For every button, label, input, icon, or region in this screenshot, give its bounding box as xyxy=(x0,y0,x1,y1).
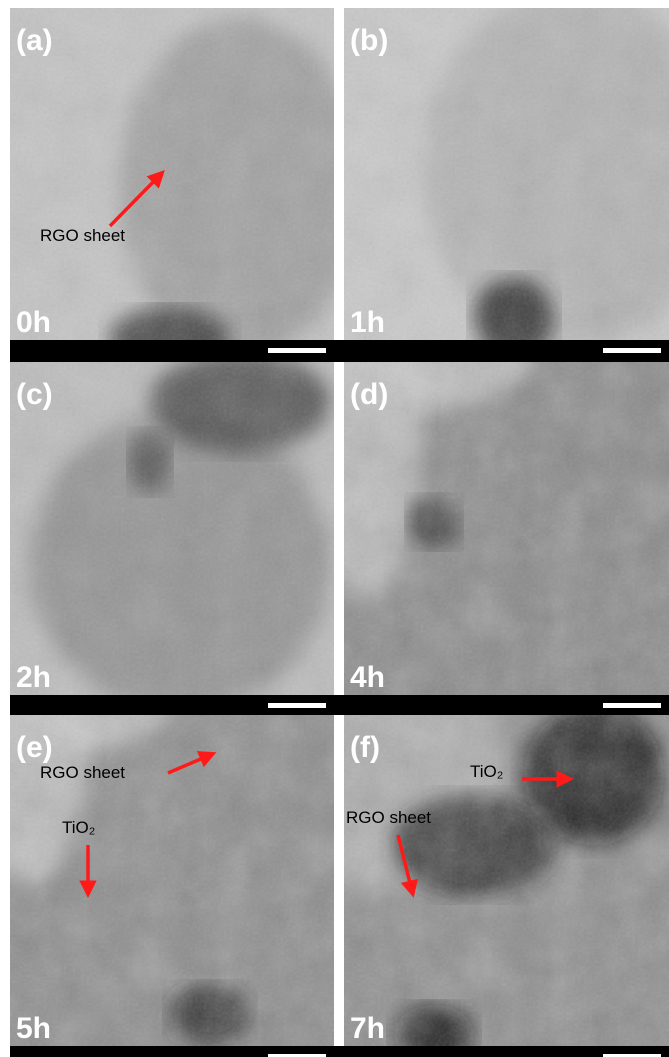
annotation: RGO sheet xyxy=(40,226,125,245)
time-label: 2h xyxy=(16,661,51,694)
panel: (c) 2h xyxy=(10,352,334,712)
time-label: 5h xyxy=(16,1012,51,1045)
panel-label: (a) xyxy=(16,24,53,57)
micrograph xyxy=(10,8,360,368)
panel: (a) 0h RGO sheet xyxy=(10,8,360,368)
separator xyxy=(10,695,669,715)
annotation: RGO sheet xyxy=(40,763,125,782)
texture xyxy=(344,715,669,1046)
micrograph xyxy=(10,352,334,712)
panel-label: (c) xyxy=(16,378,53,411)
texture xyxy=(344,8,669,340)
panel-label: (f) xyxy=(350,731,380,764)
separator xyxy=(10,340,669,362)
texture xyxy=(344,362,669,695)
panel-label: (d) xyxy=(350,378,388,411)
time-label: 4h xyxy=(350,661,385,694)
scale-bar xyxy=(603,703,661,708)
panel-label: (b) xyxy=(350,24,388,57)
texture xyxy=(10,362,334,695)
micrograph xyxy=(344,0,669,358)
panel-label: (e) xyxy=(16,731,53,764)
time-label: 7h xyxy=(350,1012,385,1045)
scale-bar xyxy=(268,348,326,353)
scale-bar xyxy=(268,703,326,708)
scale-bar xyxy=(603,348,661,353)
figure: (a) 0h RGO sheet (b) 1h (c) 2h (d) 4h (e) 5h RGO sh… xyxy=(0,0,669,1057)
annotation: TiO₂ xyxy=(62,818,95,837)
texture xyxy=(10,8,334,340)
separator xyxy=(10,1046,669,1057)
time-label: 1h xyxy=(350,306,385,339)
time-label: 0h xyxy=(16,306,51,339)
annotation: RGO sheet xyxy=(346,808,431,827)
annotation: TiO₂ xyxy=(470,762,503,781)
panel: (b) 1h xyxy=(344,0,669,358)
